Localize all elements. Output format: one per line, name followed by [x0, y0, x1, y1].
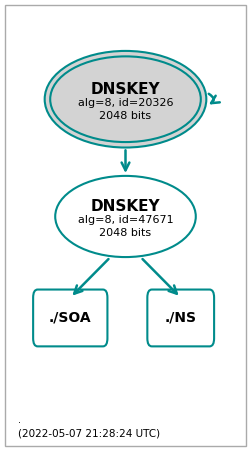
- Text: alg=8, id=47671
2048 bits: alg=8, id=47671 2048 bits: [78, 215, 172, 238]
- Text: ./SOA: ./SOA: [49, 311, 91, 325]
- Text: DNSKEY: DNSKEY: [90, 199, 160, 214]
- Text: (2022-05-07 21:28:24 UTC): (2022-05-07 21:28:24 UTC): [18, 429, 159, 439]
- FancyBboxPatch shape: [33, 290, 107, 346]
- Text: ./NS: ./NS: [164, 311, 196, 325]
- FancyBboxPatch shape: [147, 290, 213, 346]
- Ellipse shape: [55, 176, 195, 257]
- Text: alg=8, id=20326
2048 bits: alg=8, id=20326 2048 bits: [78, 97, 172, 121]
- Ellipse shape: [44, 51, 205, 147]
- Ellipse shape: [50, 56, 200, 142]
- FancyArrowPatch shape: [208, 94, 219, 103]
- Text: .: .: [18, 415, 20, 425]
- Text: DNSKEY: DNSKEY: [90, 82, 160, 97]
